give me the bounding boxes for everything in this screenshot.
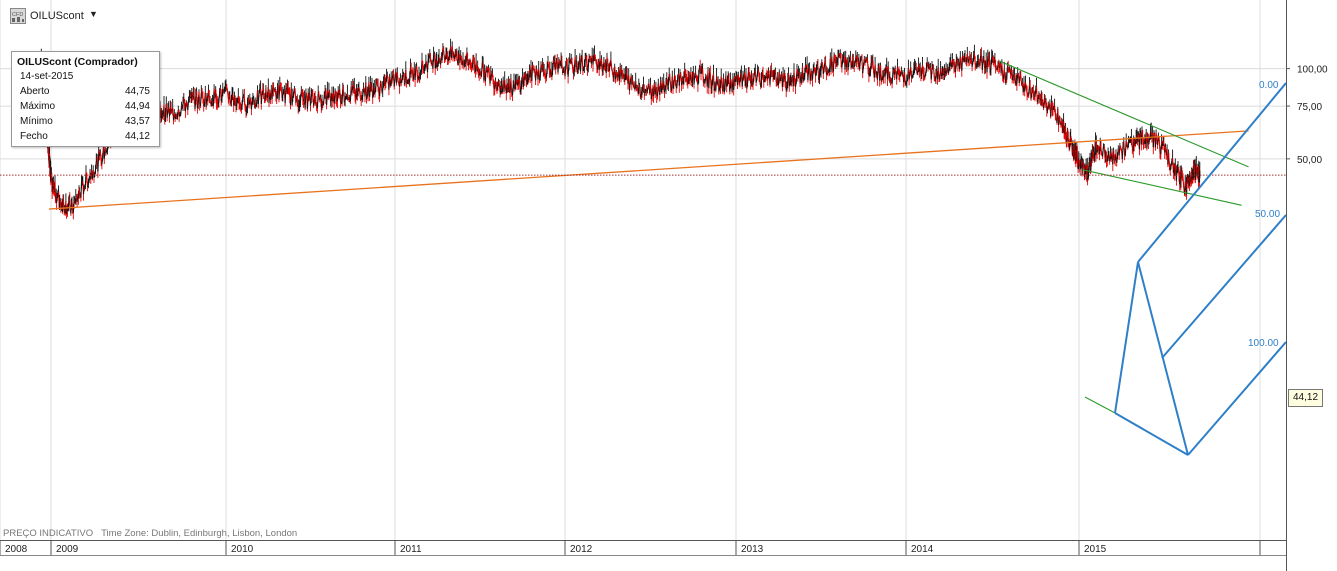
tooltip-row-open: Aberto 44,75 — [20, 86, 150, 100]
x-tick-label: 2014 — [911, 544, 934, 555]
price-segment — [832, 55, 835, 72]
x-tick-label: 2008 — [5, 544, 28, 555]
tooltip-value: 44,94 — [124, 101, 150, 112]
channel-line — [1084, 396, 1116, 414]
svg-text:CFD: CFD — [12, 12, 23, 18]
pitchfork-line — [1187, 341, 1286, 456]
tooltip-row-low: Mínimo 43,57 — [20, 116, 150, 130]
x-tick-label: 2012 — [570, 544, 593, 555]
grid-lines — [0, 0, 1286, 540]
cfd-icon: CFD — [10, 8, 26, 24]
tooltip-value: 43,57 — [124, 116, 150, 127]
tooltip-label: Fecho — [20, 131, 48, 142]
tooltip-label: Máximo — [20, 101, 56, 112]
x-tick-label: 2011 — [400, 544, 422, 555]
tooltip-title: OILUScont (Comprador) — [17, 56, 138, 68]
price-segment — [414, 65, 417, 81]
tooltip-value: 44,75 — [124, 86, 150, 97]
last-price-badge: 44,12 — [1288, 389, 1323, 407]
x-tick-label: 2009 — [56, 544, 79, 555]
chart-toolbar: CFD OILUScont ▼ — [0, 0, 1286, 30]
channel-line — [999, 60, 1249, 168]
chevron-down-icon[interactable]: ▼ — [89, 9, 98, 19]
y-tick-label: 50,00 — [1297, 155, 1322, 166]
pitchfork-line — [1114, 412, 1189, 456]
pitchfork-label: 50.00 — [1255, 209, 1280, 220]
drawing-annotations — [0, 60, 1286, 456]
timezone-label: Time Zone: Dublin, Edinburgh, Lisbon, Lo… — [101, 528, 298, 539]
pitchfork-line — [1114, 261, 1139, 414]
pitchfork-line — [1161, 214, 1286, 359]
price-segment — [379, 82, 381, 97]
y-tick-label: 100,00 — [1297, 65, 1328, 76]
indicative-price-label: PREÇO INDICATIVO — [3, 528, 94, 539]
tooltip-row-close: Fecho 44,12 — [20, 131, 150, 145]
y-axis-panel — [1286, 0, 1337, 571]
x-tick-label: 2013 — [741, 544, 764, 555]
tooltip-value: 44,12 — [124, 131, 150, 142]
tooltip-date: 14-set-2015 — [20, 71, 74, 82]
pitchfork-line — [1137, 82, 1286, 263]
price-series — [40, 38, 1201, 220]
x-tick-label: 2015 — [1084, 544, 1107, 555]
tooltip-label: Mínimo — [20, 116, 53, 127]
tooltip-row-high: Máximo 44,94 — [20, 101, 150, 115]
pitchfork-label: 100.00 — [1248, 338, 1279, 349]
tooltip-label: Aberto — [20, 86, 50, 97]
pitchfork-label: 0.00 — [1259, 80, 1279, 91]
channel-line — [1082, 169, 1242, 206]
y-tick-label: 75,00 — [1297, 102, 1322, 113]
chart-footer: PREÇO INDICATIVO Time Zone: Dublin, Edinb… — [3, 528, 297, 539]
pitchfork-line — [1137, 261, 1189, 456]
symbol-label[interactable]: OILUScont — [30, 10, 84, 22]
trendline — [48, 130, 1249, 210]
ohlc-tooltip: OILUScont (Comprador) 14-set-2015 Aberto… — [11, 51, 160, 147]
price-segment — [484, 67, 487, 82]
x-tick-label: 2010 — [231, 544, 254, 555]
